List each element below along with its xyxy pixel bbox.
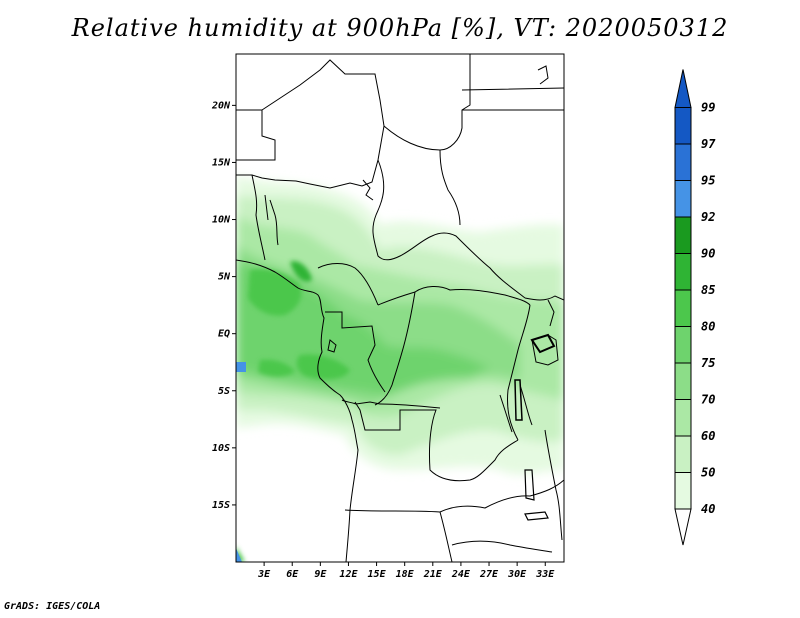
lon-tick-label: 27E: [479, 569, 499, 580]
colorbar-segment: [674, 362, 692, 400]
lon-tick-label: 3E: [257, 569, 271, 580]
colorbar-label: 95: [701, 174, 715, 188]
colorbar-label: 60: [701, 429, 715, 443]
map-title: Relative humidity at 900hPa [%], VT: 202…: [71, 14, 729, 42]
longitude-axis: 3E 6E 9E 12E 15E 18E 21E 24E 27E 30E 33E: [257, 562, 555, 580]
colorbar: 40 50 60 70 75 80 85 90 92 95 97 99: [674, 69, 716, 546]
colorbar-label: 70: [701, 393, 715, 407]
colorbar-label: 92: [701, 210, 715, 224]
lon-tick-label: 24E: [451, 569, 471, 580]
colorbar-label: 99: [701, 101, 715, 115]
lakes: [514, 333, 556, 521]
lat-tick-label: 15N: [212, 157, 231, 168]
humidity-field: [236, 54, 564, 562]
colorbar-label: 80: [701, 320, 715, 334]
lon-tick-label: 9E: [314, 569, 327, 580]
colorbar-segment: [674, 472, 692, 510]
colorbar-segment: [674, 180, 692, 218]
lon-tick-label: 21E: [423, 569, 443, 580]
colorbar-upper-triangle: [674, 69, 692, 108]
lat-tick-label: 20N: [211, 100, 231, 111]
lon-tick-label: 12E: [339, 569, 358, 580]
colorbar-lower-triangle: [674, 508, 692, 546]
lon-tick-label: 33E: [535, 569, 555, 580]
lat-tick-label: 15S: [212, 500, 230, 511]
colorbar-label: 97: [701, 137, 716, 151]
colorbar-segment: [674, 326, 692, 364]
map-frame: [235, 53, 565, 563]
colorbar-segment: [674, 143, 692, 181]
colorbar-segment: [674, 107, 692, 145]
colorbar-segment: [674, 253, 692, 291]
colorbar-segment: [674, 216, 692, 254]
colorbar-label: 75: [701, 356, 715, 370]
colorbar-label: 50: [701, 466, 715, 480]
credit-label: GrADS: IGES/COLA: [4, 601, 101, 612]
lat-tick-label: 10N: [212, 215, 231, 226]
colorbar-segment: [674, 289, 692, 327]
lon-tick-label: 30E: [507, 569, 527, 580]
lat-tick-label: EQ: [218, 329, 230, 340]
lon-tick-label: 15E: [368, 569, 387, 580]
colorbar-segment: [674, 399, 692, 437]
lat-tick-label: 10S: [212, 443, 230, 454]
lon-tick-label: 18E: [396, 569, 415, 580]
lat-tick-label: 5N: [218, 272, 231, 283]
colorbar-label: 40: [701, 502, 715, 516]
colorbar-label: 85: [701, 283, 715, 297]
colorbar-segment: [674, 435, 692, 473]
colorbar-label: 90: [701, 247, 715, 261]
lat-tick-label: 5S: [218, 386, 230, 397]
country-borders: [236, 54, 564, 562]
lon-tick-label: 6E: [286, 569, 299, 580]
latitude-axis: 20N 15N 10N 5N EQ 5S 10S 15S: [211, 100, 236, 511]
